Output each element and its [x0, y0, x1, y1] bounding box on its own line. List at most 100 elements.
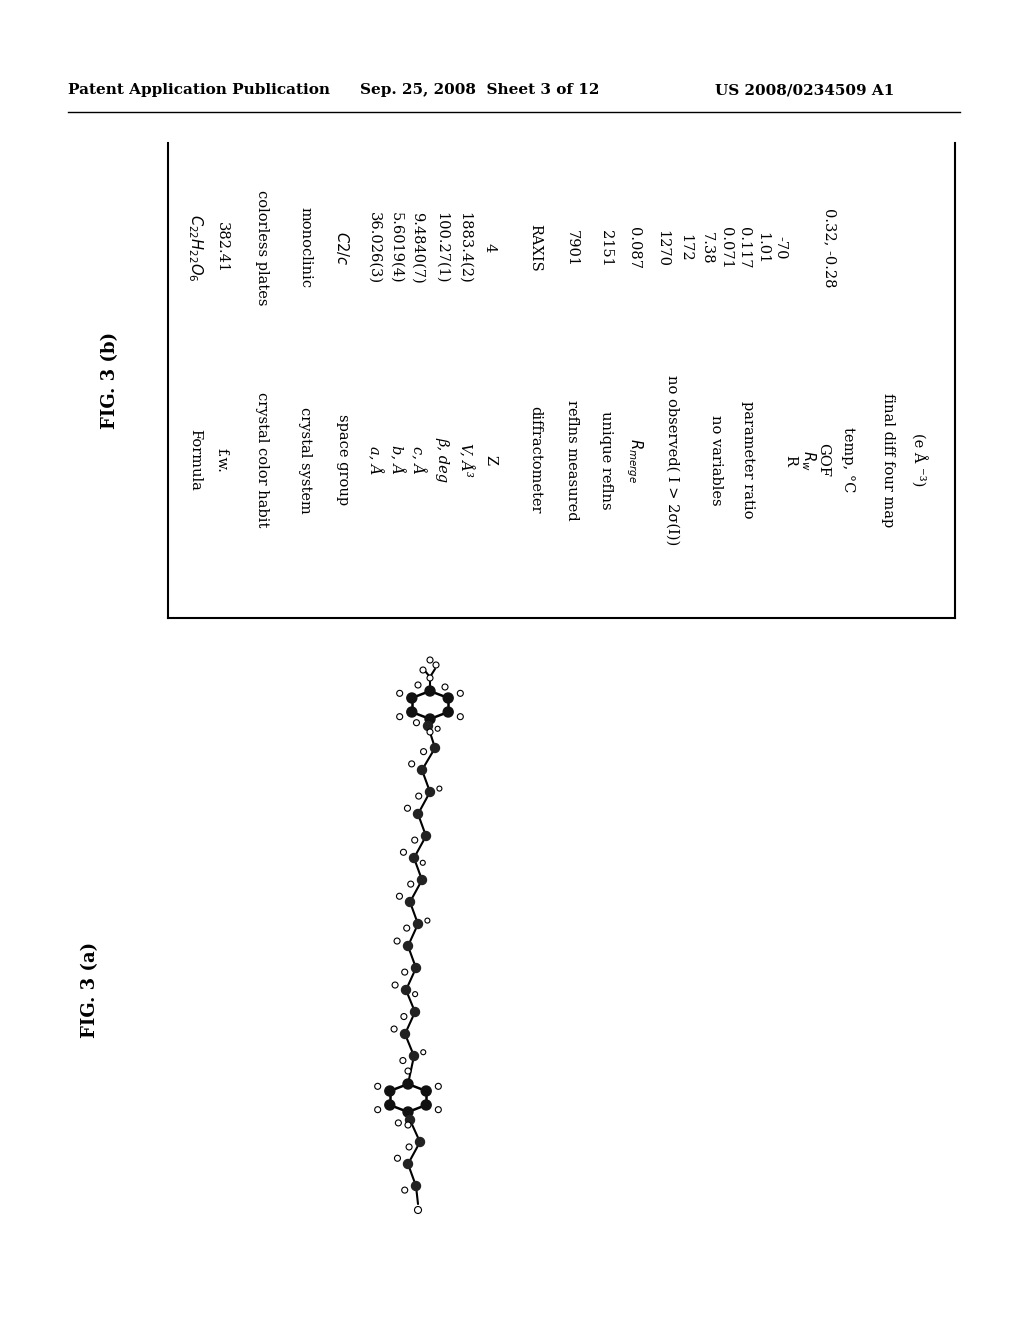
- Text: 0.071: 0.071: [719, 227, 733, 269]
- Text: 1883.4(2): 1883.4(2): [458, 213, 472, 284]
- Text: c, Å: c, Å: [410, 446, 425, 474]
- Text: 1270: 1270: [655, 230, 669, 267]
- Circle shape: [414, 809, 423, 818]
- Text: diffractometer: diffractometer: [528, 407, 542, 513]
- Text: R: R: [783, 454, 797, 466]
- Circle shape: [404, 805, 411, 812]
- Circle shape: [427, 657, 433, 663]
- Circle shape: [406, 1122, 411, 1129]
- Text: β, deg: β, deg: [435, 437, 449, 483]
- Circle shape: [435, 1106, 441, 1113]
- Circle shape: [412, 837, 418, 843]
- Circle shape: [425, 714, 435, 723]
- Text: 5.6019(4): 5.6019(4): [389, 213, 403, 284]
- Circle shape: [396, 714, 402, 719]
- Text: 0.117: 0.117: [737, 227, 751, 269]
- Text: crystal system: crystal system: [298, 407, 312, 513]
- Circle shape: [413, 991, 418, 997]
- Circle shape: [435, 1084, 441, 1089]
- Circle shape: [407, 693, 417, 704]
- Text: Formula: Formula: [188, 429, 202, 491]
- Text: 9.4840(7): 9.4840(7): [410, 213, 424, 284]
- Circle shape: [403, 1107, 413, 1117]
- Text: $R_{w}$: $R_{w}$: [799, 450, 817, 470]
- Text: $R_{merge}$: $R_{merge}$: [624, 437, 644, 483]
- Circle shape: [427, 675, 433, 681]
- Circle shape: [395, 1119, 401, 1126]
- Text: unique reflns: unique reflns: [599, 411, 613, 510]
- Circle shape: [400, 1014, 407, 1019]
- Text: RAXIS: RAXIS: [528, 224, 542, 272]
- Circle shape: [443, 708, 454, 717]
- Circle shape: [437, 787, 442, 791]
- Circle shape: [407, 708, 417, 717]
- Circle shape: [401, 969, 408, 975]
- Circle shape: [375, 1106, 381, 1113]
- Circle shape: [392, 982, 398, 989]
- Text: (e Å ⁻³): (e Å ⁻³): [910, 433, 926, 487]
- Circle shape: [458, 690, 463, 697]
- Circle shape: [435, 726, 440, 731]
- Circle shape: [414, 920, 423, 928]
- Text: 172: 172: [678, 234, 692, 261]
- Circle shape: [415, 1206, 422, 1213]
- Circle shape: [425, 686, 435, 696]
- Circle shape: [433, 663, 439, 668]
- Circle shape: [443, 693, 454, 704]
- Text: a, Å: a, Å: [367, 446, 382, 474]
- Circle shape: [427, 729, 433, 735]
- Text: V, Å³: V, Å³: [457, 444, 473, 477]
- Circle shape: [396, 690, 402, 697]
- Text: 4: 4: [483, 243, 497, 252]
- Text: parameter ratio: parameter ratio: [741, 401, 755, 519]
- Circle shape: [406, 1115, 415, 1125]
- Circle shape: [421, 1086, 431, 1096]
- Text: monoclinic: monoclinic: [298, 207, 312, 289]
- Text: final diff four map: final diff four map: [881, 393, 895, 527]
- Circle shape: [408, 882, 414, 887]
- Text: 100.27(1): 100.27(1): [435, 213, 449, 284]
- Circle shape: [375, 1084, 381, 1089]
- Circle shape: [425, 919, 430, 923]
- Circle shape: [401, 986, 411, 994]
- Circle shape: [412, 1181, 421, 1191]
- Circle shape: [421, 1100, 431, 1110]
- Circle shape: [406, 1068, 411, 1074]
- Circle shape: [420, 667, 426, 673]
- Circle shape: [400, 1030, 410, 1039]
- Text: Sep. 25, 2008  Sheet 3 of 12: Sep. 25, 2008 Sheet 3 of 12: [360, 83, 599, 96]
- Circle shape: [400, 849, 407, 855]
- Circle shape: [414, 719, 420, 726]
- Text: colorless plates: colorless plates: [255, 190, 269, 306]
- Circle shape: [403, 941, 413, 950]
- Text: reflns measured: reflns measured: [565, 400, 579, 520]
- Circle shape: [410, 854, 419, 862]
- Circle shape: [407, 1144, 412, 1150]
- Circle shape: [424, 722, 432, 730]
- Text: f.w.: f.w.: [215, 447, 229, 473]
- Circle shape: [420, 861, 425, 866]
- Text: 36.026(3): 36.026(3): [367, 213, 381, 284]
- Circle shape: [418, 875, 427, 884]
- Circle shape: [403, 1159, 413, 1168]
- Text: $C2/c$: $C2/c$: [335, 231, 351, 265]
- Text: crystal color habit: crystal color habit: [255, 392, 269, 528]
- Text: 0.087: 0.087: [627, 227, 641, 269]
- Circle shape: [412, 964, 421, 973]
- Text: -70: -70: [773, 236, 787, 260]
- Text: 0.32, -0.28: 0.32, -0.28: [823, 209, 837, 288]
- Circle shape: [421, 1049, 426, 1055]
- Circle shape: [394, 1155, 400, 1162]
- Circle shape: [385, 1100, 395, 1110]
- Text: GOF: GOF: [816, 444, 830, 477]
- Circle shape: [401, 1187, 408, 1193]
- Text: 7.38: 7.38: [700, 232, 714, 264]
- Circle shape: [406, 898, 415, 907]
- Text: Patent Application Publication: Patent Application Publication: [68, 83, 330, 96]
- Circle shape: [409, 760, 415, 767]
- Circle shape: [400, 1057, 406, 1064]
- Circle shape: [458, 714, 463, 719]
- Text: 2151: 2151: [599, 230, 613, 267]
- Circle shape: [422, 832, 430, 841]
- Circle shape: [421, 748, 427, 755]
